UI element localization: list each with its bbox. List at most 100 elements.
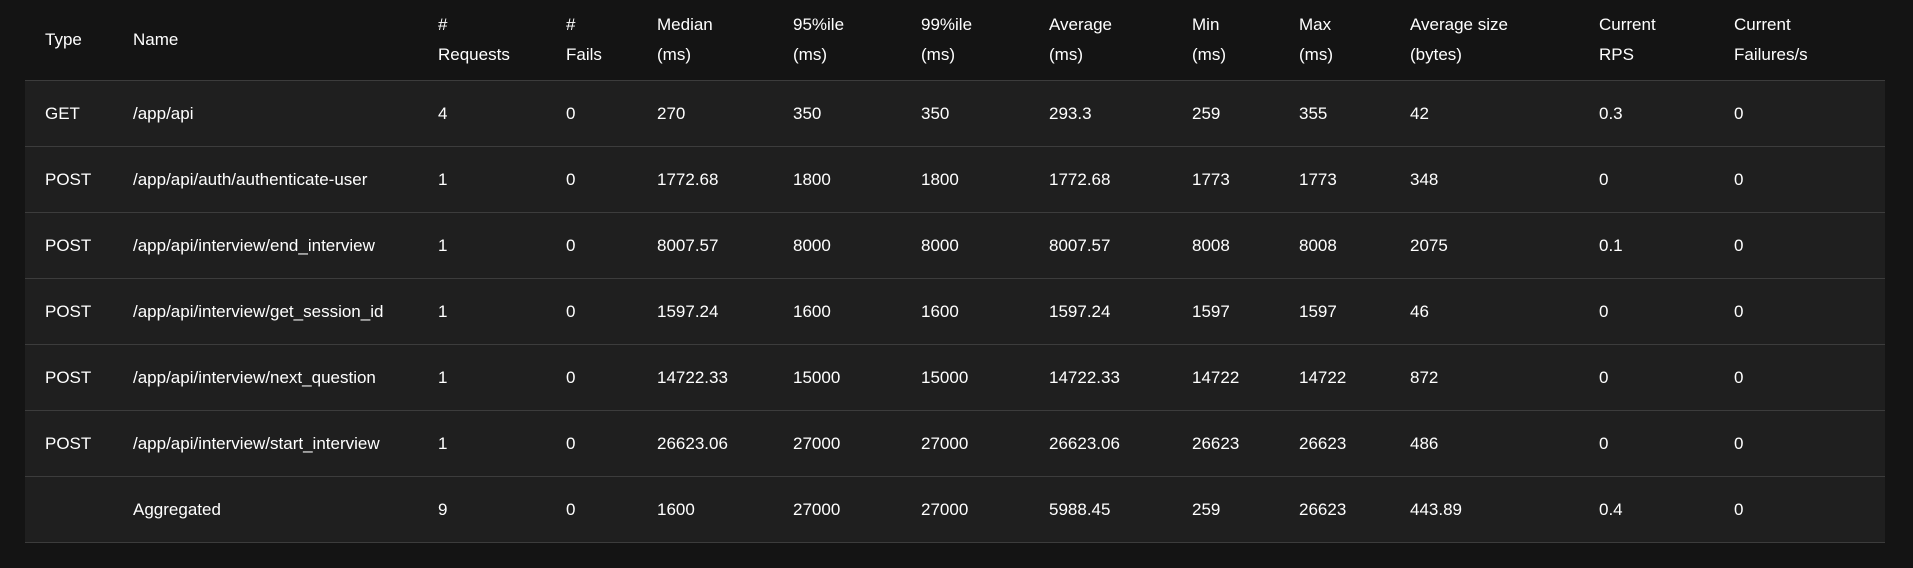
cell-current-rps: 0 (1579, 410, 1714, 477)
cell-p95: 350 (773, 80, 901, 147)
cell-p99: 1600 (901, 278, 1029, 345)
cell-fails: 0 (546, 146, 637, 213)
cell-p95: 1600 (773, 278, 901, 345)
cell-p95: 8000 (773, 212, 901, 279)
cell-p95: 27000 (773, 410, 901, 477)
cell-average: 1772.68 (1029, 146, 1172, 213)
cell-median: 1597.24 (637, 278, 773, 345)
cell-name: /app/api/interview/start_interview (113, 410, 418, 477)
table-row: POST/app/api/interview/get_session_id 1 0 1… (25, 278, 1885, 345)
cell-min: 14722 (1172, 344, 1279, 411)
cell-name: /app/api/auth/authenticate-user (113, 146, 418, 213)
column-header-max[interactable]: Max (ms) (1279, 0, 1390, 81)
table-row: POST/app/api/interview/end_interview 1 0 80… (25, 212, 1885, 279)
cell-requests: 4 (418, 80, 546, 147)
cell-average: 293.3 (1029, 80, 1172, 147)
cell-p99: 27000 (901, 410, 1029, 477)
cell-p95: 27000 (773, 476, 901, 543)
cell-avg-size: 348 (1390, 146, 1579, 213)
cell-max: 1773 (1279, 146, 1390, 213)
column-header-requests[interactable]: # Requests (418, 0, 546, 81)
cell-average: 5988.45 (1029, 476, 1172, 543)
cell-min: 8008 (1172, 212, 1279, 279)
cell-type: GET (25, 80, 113, 147)
cell-fails: 0 (546, 476, 637, 543)
cell-current-failures: 0 (1714, 278, 1885, 345)
cell-avg-size: 486 (1390, 410, 1579, 477)
cell-median: 1772.68 (637, 146, 773, 213)
cell-avg-size: 42 (1390, 80, 1579, 147)
column-header-average[interactable]: Average (ms) (1029, 0, 1172, 81)
column-header-type[interactable]: Type (25, 0, 113, 81)
cell-min: 259 (1172, 476, 1279, 543)
cell-max: 26623 (1279, 476, 1390, 543)
column-header-99ile[interactable]: 99%ile (ms) (901, 0, 1029, 81)
cell-median: 26623.06 (637, 410, 773, 477)
request-stats-table: Type Name # Requests # Fails Median (ms) 95… (25, 0, 1885, 543)
cell-p99: 15000 (901, 344, 1029, 411)
cell-fails: 0 (546, 212, 637, 279)
cell-fails: 0 (546, 410, 637, 477)
cell-current-failures: 0 (1714, 476, 1885, 543)
cell-requests: 1 (418, 278, 546, 345)
cell-avg-size: 2075 (1390, 212, 1579, 279)
cell-type: POST (25, 278, 113, 345)
cell-median: 14722.33 (637, 344, 773, 411)
cell-max: 26623 (1279, 410, 1390, 477)
cell-average: 26623.06 (1029, 410, 1172, 477)
cell-p99: 8000 (901, 212, 1029, 279)
cell-p95: 1800 (773, 146, 901, 213)
cell-current-rps: 0.1 (1579, 212, 1714, 279)
cell-requests: 1 (418, 146, 546, 213)
cell-current-failures: 0 (1714, 80, 1885, 147)
cell-median: 8007.57 (637, 212, 773, 279)
table-row: POST/app/api/interview/next_question 1 0 14… (25, 344, 1885, 411)
cell-name: Aggregated (113, 476, 418, 543)
table-row: POST/app/api/auth/authenticate-user 1 0 177… (25, 146, 1885, 213)
cell-name: /app/api (113, 80, 418, 147)
cell-min: 26623 (1172, 410, 1279, 477)
cell-current-rps: 0 (1579, 278, 1714, 345)
column-header-name[interactable]: Name (113, 0, 418, 81)
cell-avg-size: 46 (1390, 278, 1579, 345)
cell-average: 8007.57 (1029, 212, 1172, 279)
cell-max: 355 (1279, 80, 1390, 147)
cell-average: 14722.33 (1029, 344, 1172, 411)
cell-requests: 1 (418, 344, 546, 411)
column-header-average-size[interactable]: Average size (bytes) (1390, 0, 1579, 81)
cell-type (25, 476, 113, 543)
aggregated-row: Aggregated 9 0 1600 27000 27000 5988.45 259 2662… (25, 476, 1885, 543)
column-header-95ile[interactable]: 95%ile (ms) (773, 0, 901, 81)
table-header: Type Name # Requests # Fails Median (ms) 95… (25, 0, 1885, 81)
cell-avg-size: 443.89 (1390, 476, 1579, 543)
cell-max: 8008 (1279, 212, 1390, 279)
cell-p99: 350 (901, 80, 1029, 147)
column-header-current-failures[interactable]: Current Failures/s (1714, 0, 1885, 81)
cell-p99: 1800 (901, 146, 1029, 213)
cell-current-failures: 0 (1714, 146, 1885, 213)
cell-max: 14722 (1279, 344, 1390, 411)
cell-fails: 0 (546, 80, 637, 147)
cell-name: /app/api/interview/get_session_id (113, 278, 418, 345)
header-row: Type Name # Requests # Fails Median (ms) 95… (25, 0, 1885, 81)
column-header-min[interactable]: Min (ms) (1172, 0, 1279, 81)
column-header-fails[interactable]: # Fails (546, 0, 637, 81)
column-header-current-rps[interactable]: Current RPS (1579, 0, 1714, 81)
cell-max: 1597 (1279, 278, 1390, 345)
cell-current-failures: 0 (1714, 410, 1885, 477)
cell-median: 270 (637, 80, 773, 147)
cell-median: 1600 (637, 476, 773, 543)
cell-current-rps: 0.3 (1579, 80, 1714, 147)
cell-type: POST (25, 410, 113, 477)
cell-type: POST (25, 212, 113, 279)
table-row: GET/app/api 4 0 270 350 350 293.3 259 355 42 0.3 0 (25, 80, 1885, 147)
cell-requests: 1 (418, 410, 546, 477)
cell-fails: 0 (546, 278, 637, 345)
cell-current-rps: 0.4 (1579, 476, 1714, 543)
cell-current-failures: 0 (1714, 344, 1885, 411)
table-body: GET/app/api 4 0 270 350 350 293.3 259 355 42 0.3 0 P… (25, 80, 1885, 543)
cell-current-failures: 0 (1714, 212, 1885, 279)
column-header-median[interactable]: Median (ms) (637, 0, 773, 81)
cell-min: 1597 (1172, 278, 1279, 345)
cell-requests: 1 (418, 212, 546, 279)
